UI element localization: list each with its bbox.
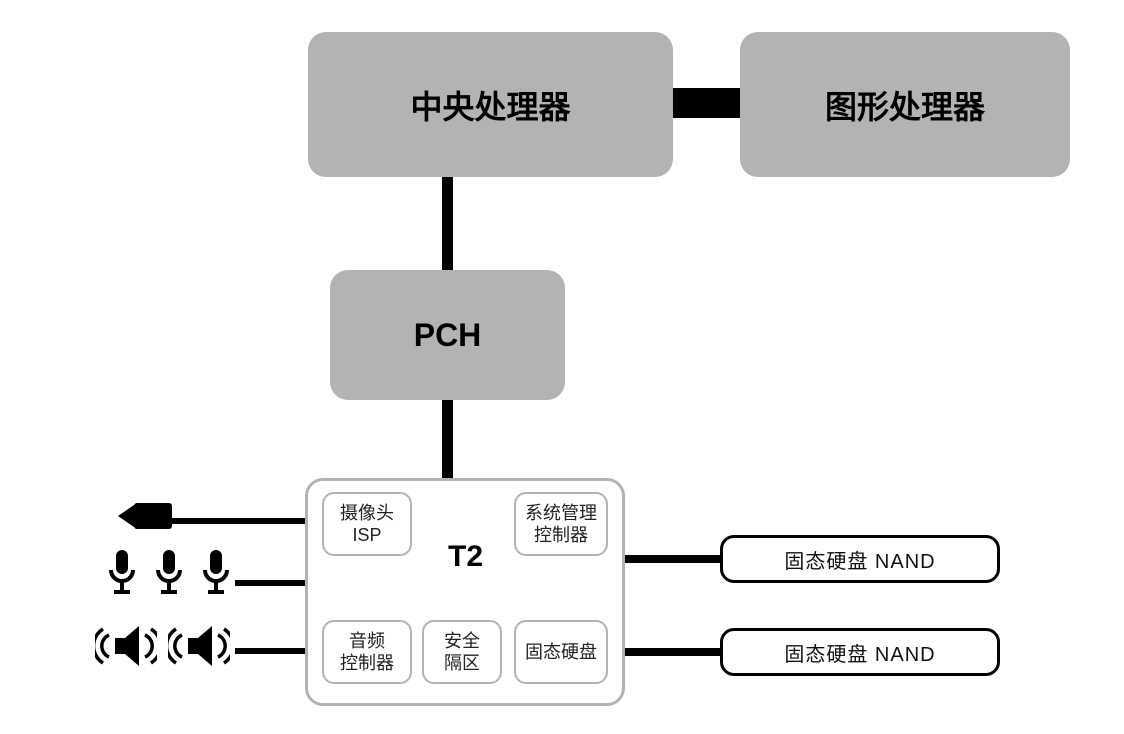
node-nand-1: 固态硬盘 NAND: [720, 535, 1000, 583]
t2-title: T2: [448, 540, 483, 574]
edge-cpu-gpu: [673, 88, 740, 118]
camera-icon: [118, 497, 173, 535]
smc-line1: 系统管理: [525, 502, 597, 525]
edge-cpu-pch: [442, 177, 453, 270]
node-pch: PCH: [330, 270, 565, 400]
node-audio-controller: 音频 控制器: [322, 620, 412, 684]
smc-line2: 控制器: [534, 524, 588, 547]
enclave-line2: 隔区: [444, 652, 480, 675]
node-nand-2: 固态硬盘 NAND: [720, 628, 1000, 676]
node-secure-enclave: 安全 隔区: [422, 620, 502, 684]
mic-icon-3: [199, 548, 233, 598]
mic-icon-1: [105, 548, 139, 598]
camera-isp-line2: ISP: [352, 524, 381, 547]
edge-t2-nand2: [625, 648, 720, 656]
camera-isp-line1: 摄像头: [340, 502, 394, 525]
node-gpu: 图形处理器: [740, 32, 1070, 177]
speaker-icon-2: [168, 621, 230, 671]
node-cpu: 中央处理器: [308, 32, 673, 177]
enclave-line1: 安全: [444, 630, 480, 653]
mic-icon-2: [152, 548, 186, 598]
edge-pch-t2: [442, 400, 453, 478]
node-smc: 系统管理 控制器: [514, 492, 608, 556]
edge-camera-t2: [172, 518, 318, 524]
speaker-icon-1: [95, 621, 157, 671]
audio-line1: 音频: [349, 630, 385, 653]
edge-t2-nand1: [625, 555, 720, 563]
node-ssd: 固态硬盘: [514, 620, 608, 684]
audio-line2: 控制器: [340, 652, 394, 675]
node-camera-isp: 摄像头 ISP: [322, 492, 412, 556]
